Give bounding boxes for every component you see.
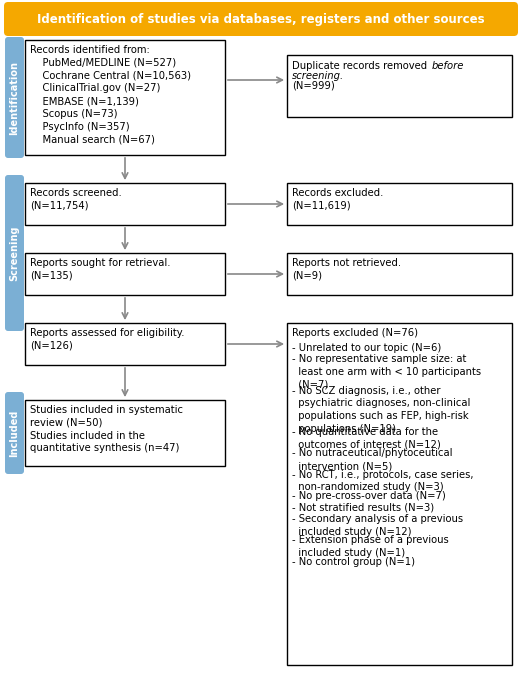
FancyBboxPatch shape	[287, 183, 512, 225]
Text: - No pre-cross-over data (N=7): - No pre-cross-over data (N=7)	[292, 491, 446, 501]
Text: - No control group (N=1): - No control group (N=1)	[292, 557, 415, 566]
FancyBboxPatch shape	[5, 392, 24, 474]
Text: Included: Included	[9, 410, 19, 457]
Text: - No quantitative data for the
  outcomes of interest (N=12): - No quantitative data for the outcomes …	[292, 427, 441, 449]
Text: Reports sought for retrieval.
(N=135): Reports sought for retrieval. (N=135)	[30, 258, 171, 281]
Text: - No SCZ diagnosis, i.e., other
  psychiatric diagnoses, non-clinical
  populati: - No SCZ diagnosis, i.e., other psychiat…	[292, 386, 470, 434]
FancyBboxPatch shape	[287, 253, 512, 295]
Text: Duplicate records removed: Duplicate records removed	[292, 61, 433, 71]
Text: - Unrelated to our topic (N=6): - Unrelated to our topic (N=6)	[292, 343, 441, 353]
FancyBboxPatch shape	[5, 37, 24, 158]
FancyBboxPatch shape	[25, 323, 225, 365]
Text: - No representative sample size: at
  least one arm with < 10 participants
  (N=: - No representative sample size: at leas…	[292, 354, 481, 390]
Text: - Secondary analysis of a previous
  included study (N=12): - Secondary analysis of a previous inclu…	[292, 514, 463, 536]
Text: Studies included in systematic
review (N=50)
Studies included in the
quantitativ: Studies included in systematic review (N…	[30, 405, 183, 453]
Text: Records screened.
(N=11,754): Records screened. (N=11,754)	[30, 188, 122, 211]
Text: - Not stratified results (N=3): - Not stratified results (N=3)	[292, 502, 434, 512]
Text: (N=999): (N=999)	[292, 81, 335, 91]
FancyBboxPatch shape	[4, 2, 518, 36]
Text: Records identified from:
    PubMed/MEDLINE (N=527)
    Cochrane Central (N=10,5: Records identified from: PubMed/MEDLINE …	[30, 45, 191, 145]
FancyBboxPatch shape	[25, 253, 225, 295]
Text: before: before	[432, 61, 465, 71]
Text: Reports assessed for eligibility.
(N=126): Reports assessed for eligibility. (N=126…	[30, 328, 184, 351]
Text: - No nutraceutical/phytoceutical
  intervention (N=5): - No nutraceutical/phytoceutical interve…	[292, 448, 453, 471]
Text: Identification: Identification	[9, 60, 19, 134]
FancyBboxPatch shape	[5, 175, 24, 331]
Text: screening.: screening.	[292, 71, 344, 81]
Text: Reports excluded (N=76): Reports excluded (N=76)	[292, 328, 418, 338]
Text: - No RCT, i.e., protocols, case series,
  non-randomized study (N=3): - No RCT, i.e., protocols, case series, …	[292, 470, 473, 493]
Text: - Extension phase of a previous
  included study (N=1): - Extension phase of a previous included…	[292, 535, 449, 558]
FancyBboxPatch shape	[25, 183, 225, 225]
Text: Records excluded.
(N=11,619): Records excluded. (N=11,619)	[292, 188, 383, 211]
Text: Screening: Screening	[9, 225, 19, 281]
FancyBboxPatch shape	[287, 55, 512, 117]
FancyBboxPatch shape	[25, 400, 225, 466]
FancyBboxPatch shape	[287, 323, 512, 665]
Text: Identification of studies via databases, registers and other sources: Identification of studies via databases,…	[37, 12, 485, 25]
FancyBboxPatch shape	[25, 40, 225, 155]
Text: Reports not retrieved.
(N=9): Reports not retrieved. (N=9)	[292, 258, 401, 281]
